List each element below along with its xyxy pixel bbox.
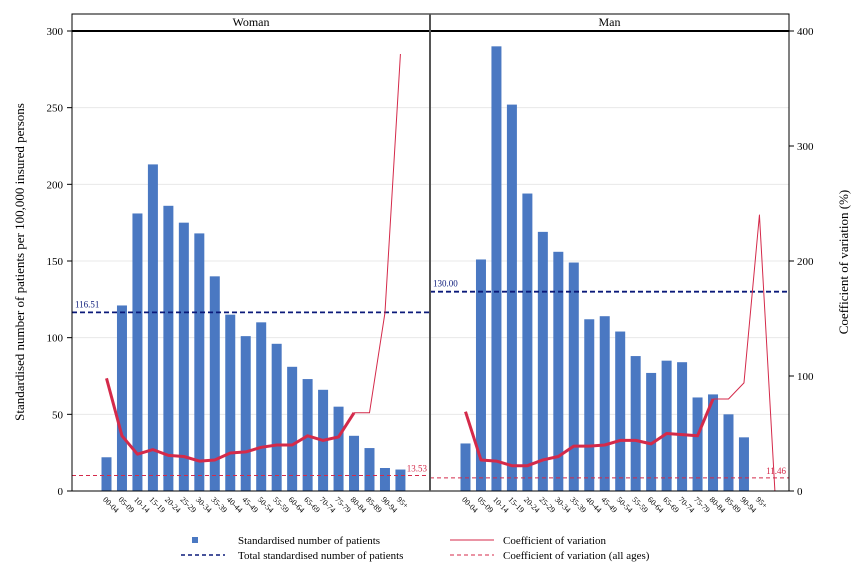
bar: [537, 231, 548, 491]
bar: [333, 406, 344, 491]
panel-titles: Woman Man: [232, 15, 620, 29]
bar: [132, 213, 143, 491]
bar: [522, 193, 533, 492]
left-tick-label: 250: [47, 103, 64, 115]
bar: [101, 457, 112, 491]
left-y-ticks: 0 50 100 150 200 250 300: [47, 26, 72, 498]
bar: [287, 366, 298, 491]
bar: [395, 469, 406, 491]
cv-lines: [105, 53, 776, 492]
left-tick-label: 100: [47, 333, 64, 345]
bar: [723, 414, 734, 491]
bars: [101, 46, 749, 492]
bar: [379, 468, 390, 491]
legend-bar-swatch: [192, 537, 198, 543]
bar: [708, 394, 719, 491]
bar: [256, 322, 267, 491]
bar: [116, 305, 127, 491]
bar: [460, 443, 471, 491]
total-label: 116.51: [75, 299, 99, 309]
right-tick-label: 0: [797, 486, 803, 498]
bar: [178, 222, 189, 491]
bar: [677, 362, 688, 491]
bar: [240, 336, 251, 491]
right-tick-label: 200: [797, 256, 814, 268]
bar: [364, 448, 375, 491]
bar: [491, 46, 502, 491]
bar: [661, 360, 672, 491]
legend-label: Standardised number of patients: [238, 535, 380, 547]
bar: [147, 164, 158, 491]
right-tick-label: 300: [797, 141, 814, 153]
cv-all-label: 11.46: [766, 466, 786, 476]
legend-label: Coefficient of variation: [503, 535, 607, 547]
panel-title: Man: [599, 15, 621, 29]
bar: [738, 437, 749, 491]
legend-label: Total standardised number of patients: [238, 550, 403, 562]
bar: [646, 372, 657, 491]
right-axis-title: Coefficient of variation (%): [836, 190, 851, 335]
bar: [271, 343, 282, 491]
bar: [630, 356, 641, 491]
left-tick-label: 200: [47, 179, 64, 191]
reference-lines: 116.51 13.53 130.00 11.46: [72, 279, 789, 479]
bar: [506, 104, 517, 491]
bar: [225, 314, 236, 491]
bar: [615, 331, 626, 491]
right-y-ticks: 0 100 200 300 400: [789, 26, 814, 498]
right-tick-label: 100: [797, 371, 814, 383]
cv-line-thin: [713, 214, 776, 492]
left-tick-label: 0: [58, 486, 64, 498]
cv-line: [464, 398, 715, 468]
right-tick-label: 400: [797, 26, 814, 38]
bar: [475, 259, 486, 491]
left-axis-title: Standardised number of patients per 100,…: [12, 103, 27, 421]
cv-line: [105, 377, 356, 463]
panel-frames: [71, 13, 790, 492]
left-tick-label: 150: [47, 256, 64, 268]
bar: [349, 435, 360, 491]
bar: [209, 276, 220, 491]
total-label: 130.00: [433, 279, 458, 289]
cv-line-thin: [354, 53, 401, 414]
bar: [194, 233, 205, 491]
bar: [584, 319, 595, 491]
bar: [568, 262, 579, 491]
legend: Standardised number of patients Coefficie…: [181, 535, 650, 562]
panel-title: Woman: [232, 15, 269, 29]
legend-label: Coefficient of variation (all ages): [503, 550, 650, 562]
left-tick-label: 300: [47, 26, 64, 38]
bar: [553, 251, 564, 491]
bar: [599, 316, 610, 491]
bar: [692, 397, 703, 491]
left-tick-label: 50: [52, 409, 64, 421]
bar: [163, 205, 174, 492]
cv-all-label: 13.53: [407, 463, 428, 473]
